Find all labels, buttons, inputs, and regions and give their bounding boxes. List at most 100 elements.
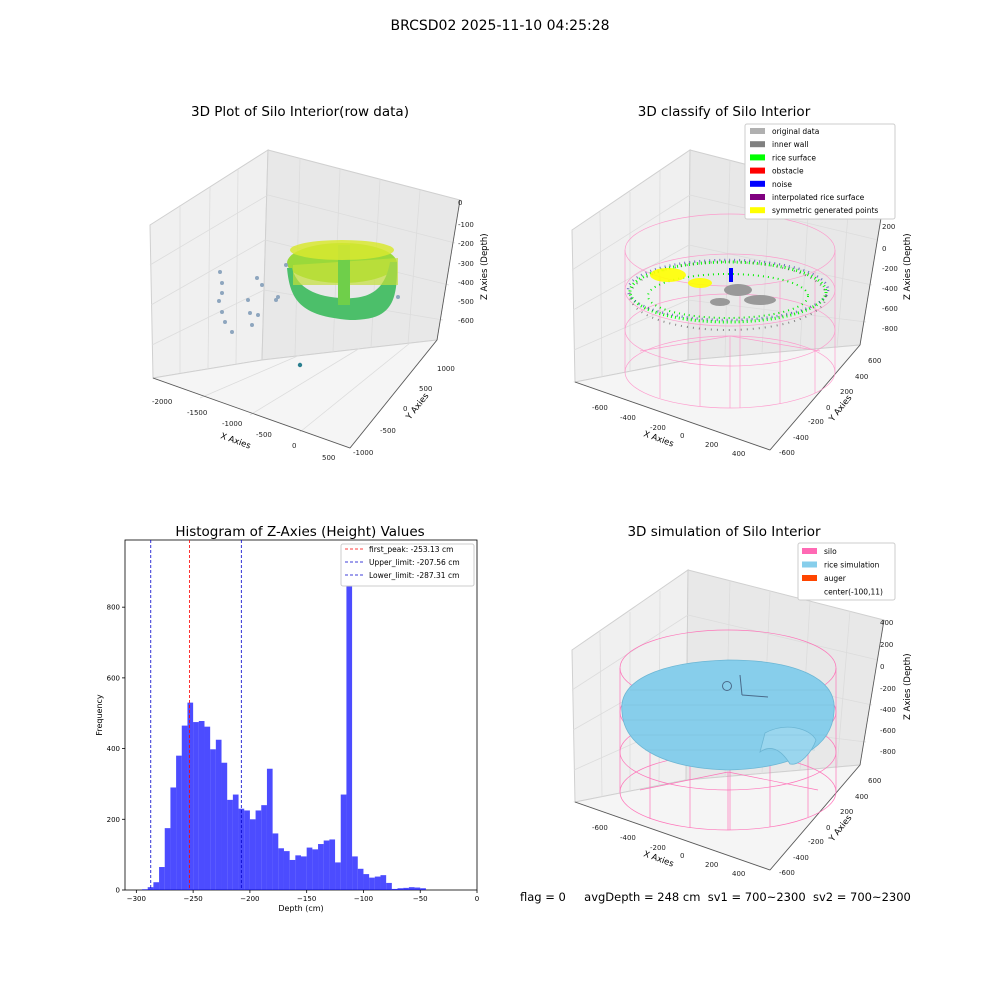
histogram-bar [170,787,177,890]
histogram-bar [414,887,421,890]
raw-axis-ticks: -2000 -1500 -1000 -500 0 500 -1000 -500 … [152,199,474,462]
sv1-value: sv1 = 700~2300 [707,890,806,904]
histogram-x-tick-label: −50 [413,895,428,903]
histogram-y-tick-label: 600 [107,674,120,682]
histogram-x-tick-label: −100 [354,895,373,903]
simulation-ztick: -200 [880,685,896,693]
histogram-bar [147,887,154,890]
simulation-legend: silo rice simulation auger center(-100,11) [797,542,896,601]
histogram-bar [221,762,228,890]
simulation-silo-wireframe [619,629,837,831]
histogram-bar [159,867,165,890]
legend-label: noise [772,180,792,189]
histogram-bar [363,874,370,890]
histogram-bar [295,855,301,890]
simulation-ytick: -200 [808,838,824,846]
histogram-bar [380,875,387,890]
legend-label: obstacle [772,167,804,176]
histogram-bar [210,749,216,890]
raw-scatter-outliers [217,263,400,368]
histogram-x-label: Depth (cm) [278,904,323,913]
simulation-xtick: -200 [650,844,666,852]
histogram-bars [142,557,426,890]
legend-swatch [750,180,765,187]
histogram-bar [283,851,290,890]
legend-label: auger [824,574,847,583]
histogram-bar [397,888,404,890]
histogram-bar [232,794,239,890]
histogram-bar [153,882,160,890]
histogram-bar [266,768,273,890]
raw-ytick: 500 [419,385,432,393]
simulation-ztick: 200 [880,641,893,649]
legend-label: first_peak: -253.13 cm [369,545,453,554]
histogram-bar [369,877,375,890]
raw-ztick: -400 [458,279,474,287]
raw-ytick: 0 [403,405,407,413]
simulation-axis-ticks: -600 -400 -200 0 200 400 -600 -400 -200 … [592,619,896,878]
histogram-bar [289,859,296,890]
histogram-bar [357,868,364,890]
histogram-bar [318,844,324,890]
classify-ytick: -200 [808,418,824,426]
legend-label: interpolated rice surface [772,193,865,202]
raw-ztick: -200 [458,240,474,248]
raw-z-label: Z Axies (Depth) [480,233,490,300]
raw-ztick: -500 [458,298,474,306]
legend-swatch [802,548,817,554]
classify-ztick: -600 [882,305,898,313]
classify-axis-ticks: -600 -400 -200 0 200 400 -600 -400 -200 … [592,223,898,458]
raw-xtick: -2000 [152,398,172,406]
classify-ztick: -400 [882,285,898,293]
histogram-bar [198,721,205,890]
simulation-ztick: -800 [880,748,896,756]
raw-rice-point-cloud [287,240,398,320]
sv2-value: sv2 = 700~2300 [812,890,911,904]
simulation-rice-surface [621,659,835,771]
histogram-bar [408,887,415,890]
histogram-bar [312,849,319,890]
classify-rice-surface [626,258,830,331]
classify-ztick: 0 [882,245,886,253]
histogram-bar [278,848,284,890]
histogram-x-tick-label: −200 [240,895,259,903]
legend-label: rice simulation [824,561,880,570]
histogram-bar [352,856,358,890]
raw-plot-title: 3D Plot of Silo Interior(row data) [191,104,409,120]
raw-xtick: 0 [292,442,296,450]
legend-label: original data [772,127,819,136]
histogram-y-tick-label: 800 [107,604,120,612]
histogram-bar [272,833,279,890]
histogram-x-tick-label: −150 [297,895,316,903]
histogram-bar [142,889,148,890]
histogram-bar [227,799,233,890]
histogram-bar [164,828,171,890]
histogram-y-ticks: 0 200 400 600 800 [107,604,125,895]
flag-value: flag = 0 [520,890,566,904]
classify-ztick: -800 [882,325,898,333]
histogram-bar [204,726,211,890]
legend-swatch [750,128,765,134]
raw-ytick: 1000 [437,365,455,373]
histogram-bar [249,819,256,890]
legend-label: Upper_limit: -207.56 cm [369,558,460,567]
raw-ztick: -300 [458,260,474,268]
histogram-bar [215,739,222,890]
simulation-ytick: -400 [793,854,809,862]
histogram-bar [374,876,381,890]
legend-swatch [802,575,817,581]
histogram-bar [323,840,330,890]
simulation-ztick: -600 [880,727,896,735]
legend-swatch [750,207,765,214]
legend-swatch [750,141,765,148]
classify-ytick: 400 [855,373,868,381]
histogram-bar [181,725,188,890]
histogram-bar [193,722,199,890]
raw-ztick: -600 [458,317,474,325]
simulation-z-label: Z Axies (Depth) [903,653,913,720]
histogram-bar [306,847,313,890]
simulation-ytick: 0 [826,824,830,832]
classify-symmetric-points [650,268,712,288]
